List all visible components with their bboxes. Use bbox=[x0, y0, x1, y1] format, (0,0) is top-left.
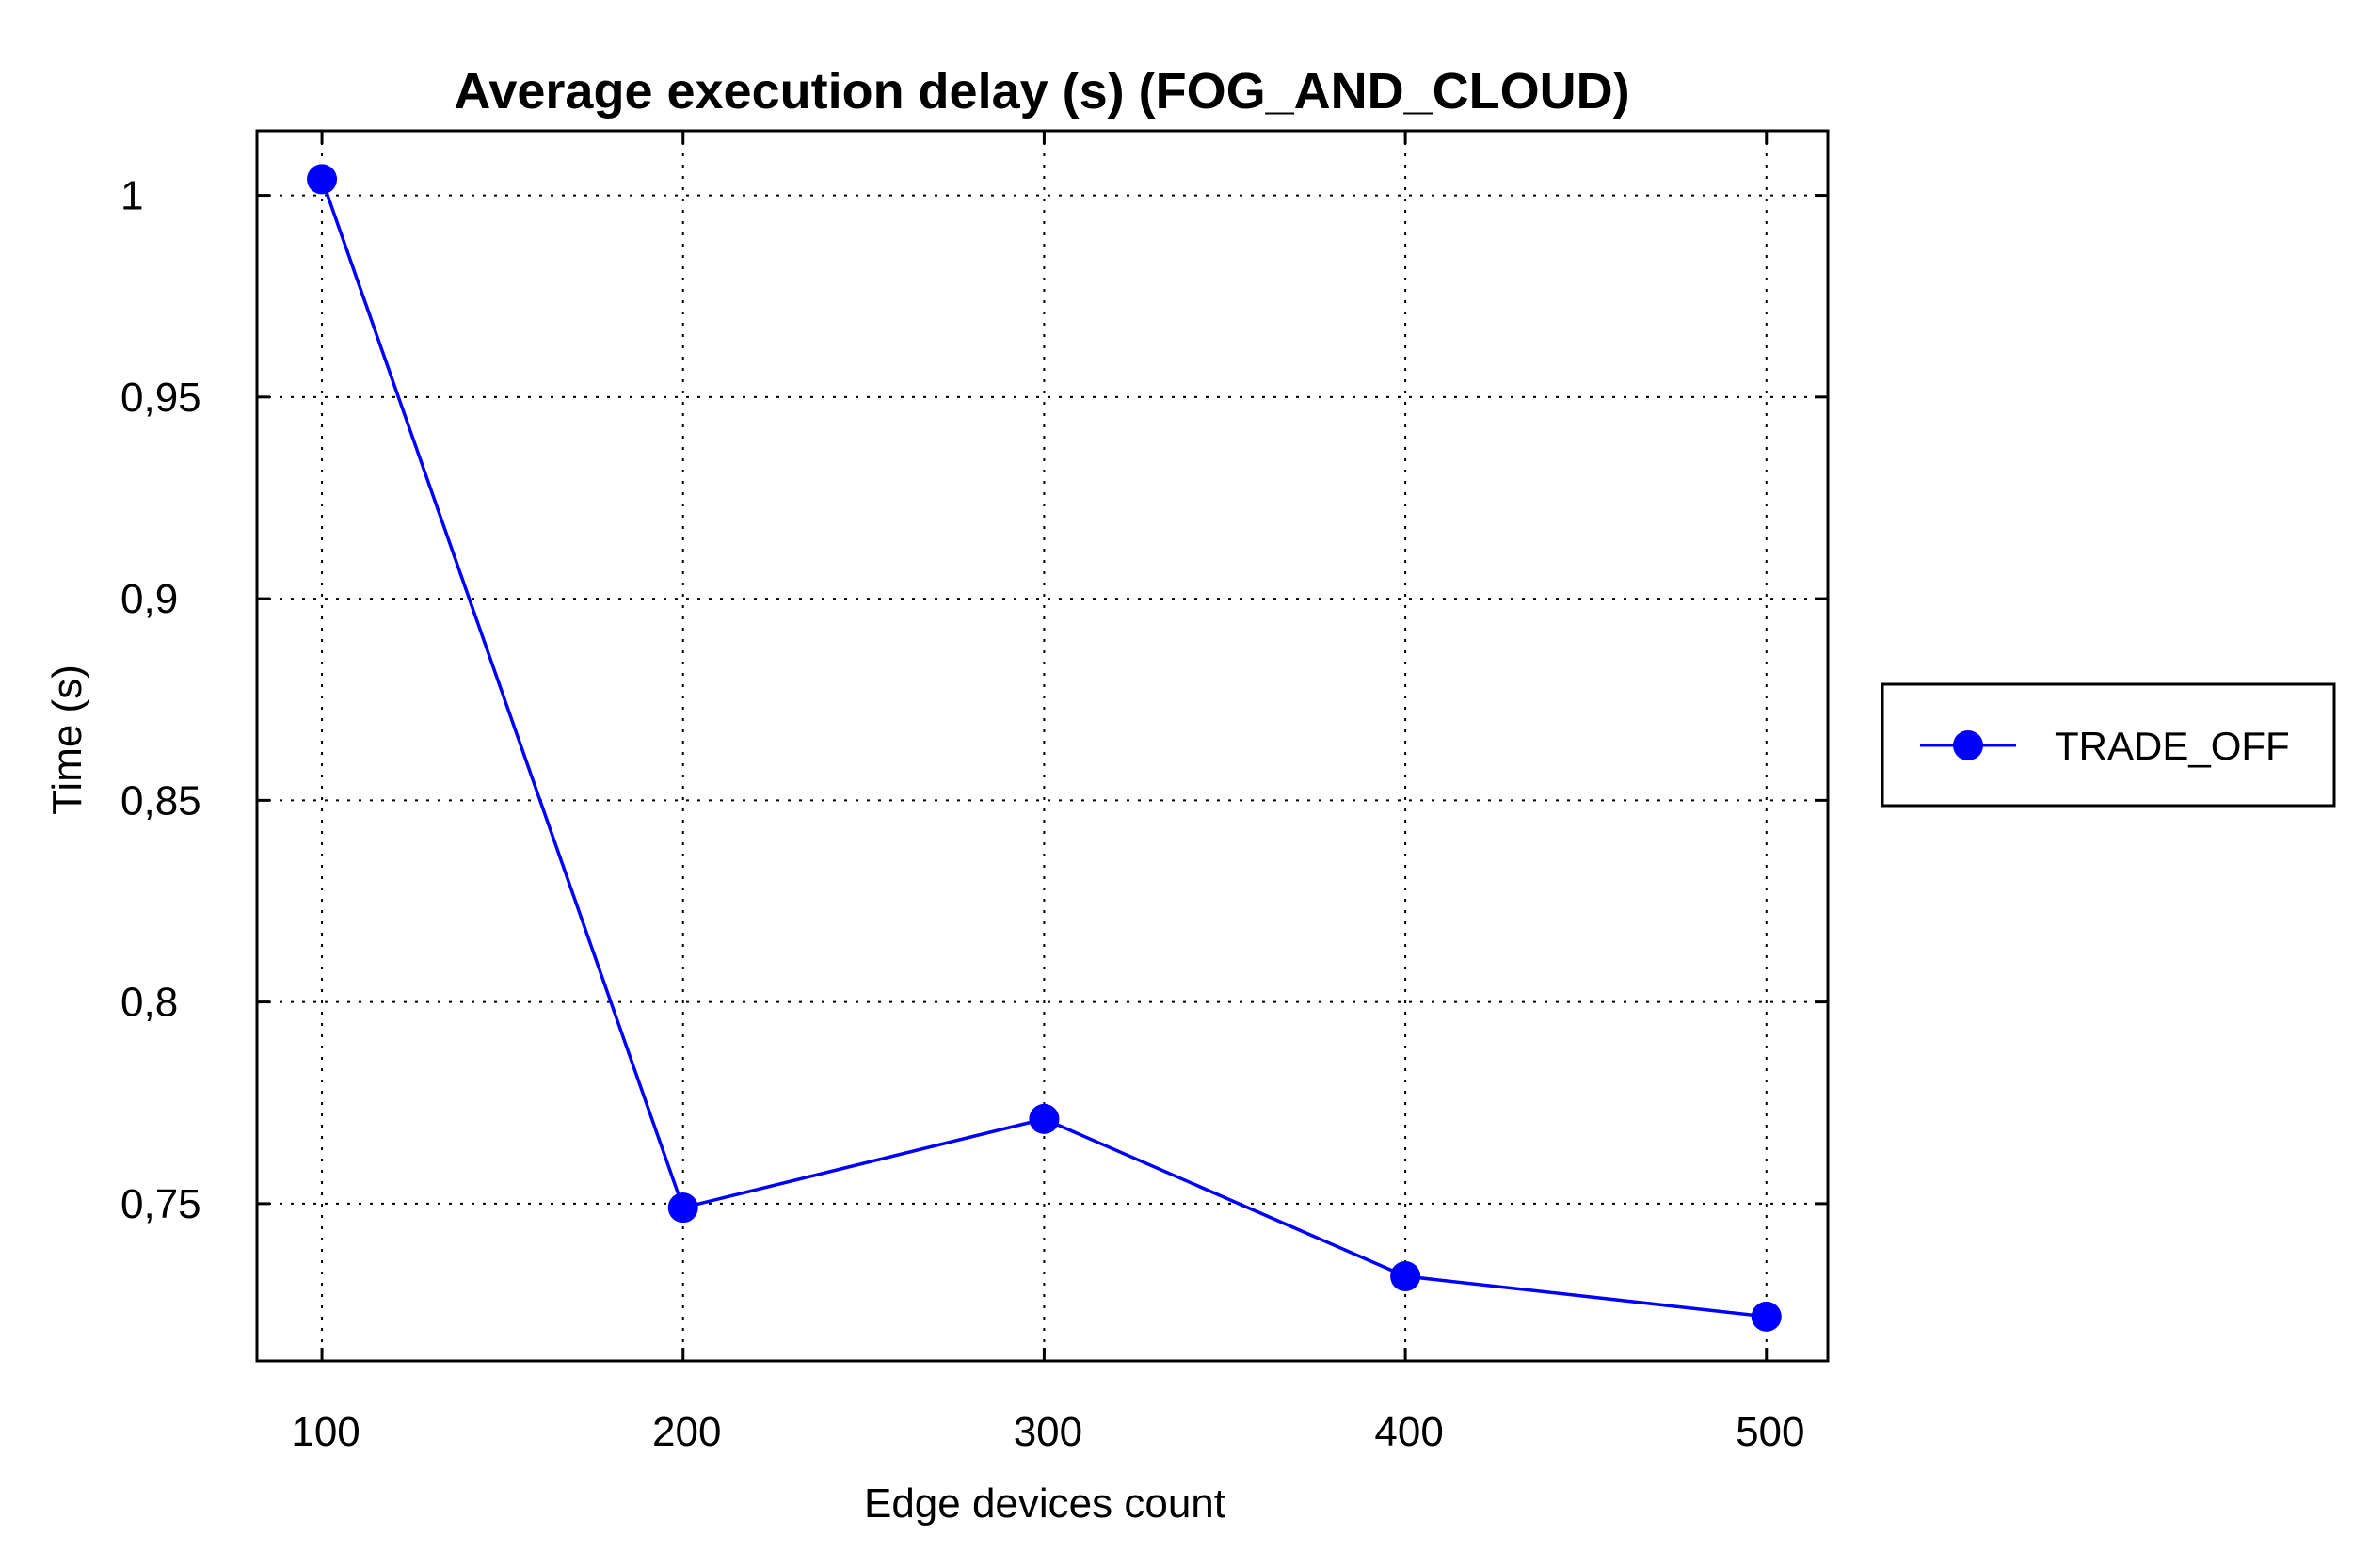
legend: TRADE_OFF bbox=[1881, 682, 2336, 808]
data-point-200 bbox=[667, 1192, 698, 1224]
labels: 100 200 300 400 500 0,75 0,8 0,85 0,9 0,95 1 bbox=[120, 173, 1804, 1455]
x-axis-label: Edge devices count bbox=[864, 1480, 1225, 1527]
data-point-400 bbox=[1390, 1261, 1421, 1292]
x-tick-label-100: 100 bbox=[291, 1409, 360, 1455]
data-point-300 bbox=[1029, 1103, 1060, 1134]
x-tick-label-200: 200 bbox=[652, 1409, 721, 1455]
data-point-500 bbox=[1751, 1301, 1782, 1332]
x-tick-label-300: 300 bbox=[1014, 1409, 1082, 1455]
data-point-100 bbox=[307, 164, 338, 195]
y-tick-label-4: 0,95 bbox=[120, 375, 201, 421]
y-tick-label-3: 0,9 bbox=[120, 576, 178, 622]
series-line-0 bbox=[320, 178, 1767, 1319]
y-tick-label-5: 1 bbox=[120, 173, 143, 219]
y-tick-label-2: 0,85 bbox=[120, 777, 201, 824]
legend-label-trade-off: TRADE_OFF bbox=[2055, 724, 2290, 768]
plot-frame bbox=[255, 129, 1830, 1363]
legend-marker-trade-off bbox=[1953, 730, 1983, 760]
y-tick-label-0: 0,75 bbox=[120, 1181, 201, 1227]
y-tick-label-1: 0,8 bbox=[120, 980, 178, 1026]
y-axis-label: Time (s) bbox=[44, 664, 90, 815]
ticks bbox=[257, 131, 1828, 1361]
grid bbox=[257, 131, 1828, 1361]
series-layer bbox=[307, 164, 1782, 1332]
x-tick-label-400: 400 bbox=[1374, 1409, 1443, 1455]
chart-title: Average execution delay (s) (FOG_AND_CLO… bbox=[454, 63, 1629, 120]
x-tick-label-500: 500 bbox=[1736, 1409, 1804, 1455]
